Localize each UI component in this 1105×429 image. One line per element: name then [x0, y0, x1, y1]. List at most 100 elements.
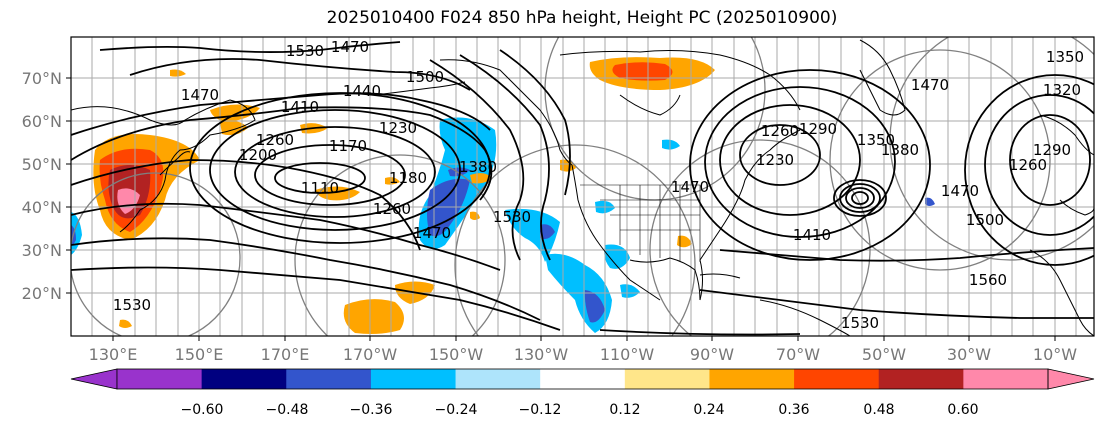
colorbar-tick-label: 0.60: [947, 402, 978, 418]
lon-tick-label: 170°W: [343, 345, 398, 364]
contour-label: 1380: [459, 158, 497, 176]
contour-label: 1530: [493, 208, 531, 226]
colorbar-tick-label: −0.12: [519, 402, 562, 418]
lon-tick-label: 150°W: [429, 345, 484, 364]
colorbar: −0.60 −0.48 −0.36 −0.24 −0.12 0.12 0.24 …: [70, 368, 1095, 418]
lat-tick-label: 70°N: [22, 69, 62, 88]
lat-tick-label: 50°N: [22, 155, 62, 174]
contour-label: 1180: [389, 169, 427, 187]
contour-label: 1500: [966, 211, 1004, 229]
shade-subtrop-blue-4: [604, 244, 630, 269]
lon-tick-label: 150°E: [175, 345, 224, 364]
shade-subtrop-blue-5: [620, 284, 640, 298]
contour-label: 1290: [799, 120, 837, 138]
political-borders: [580, 184, 701, 262]
contour-label: 1470: [671, 178, 709, 196]
contour-label: 1530: [113, 296, 151, 314]
lon-tick-label: 110°W: [600, 345, 655, 364]
lon-tick-label: 90°W: [690, 345, 734, 364]
contour-label: 1170: [329, 137, 367, 155]
coast-cuba: [699, 273, 741, 279]
colorbar-bin: [117, 369, 203, 389]
coast-aleutians: [374, 81, 466, 96]
contour-label: 1350: [857, 131, 895, 149]
colorbar-tick-label: −0.48: [266, 402, 309, 418]
colorbar-tick-label: 0.36: [778, 402, 809, 418]
colorbar-tick-label: −0.24: [435, 402, 478, 418]
coast-alaska: [439, 59, 573, 166]
lon-tick-label: 130°E: [89, 345, 138, 364]
coast-na-east: [699, 129, 801, 301]
shade-trop-orange: [343, 299, 404, 334]
contour-label: 1380: [881, 141, 919, 159]
lat-tick-label: 40°N: [22, 198, 62, 217]
contour-label: 1260: [761, 122, 799, 140]
contour-label: 1200: [239, 146, 277, 164]
contour-labels: 1470 1530 1500 1440 1470 1410 1230 1260 …: [113, 38, 1084, 332]
shade-asia-pink: [117, 188, 140, 214]
contour-label: 1350: [1046, 48, 1084, 66]
lat-tick-label: 60°N: [22, 112, 62, 131]
graticule: [71, 37, 1094, 336]
coast-gulf: [629, 257, 701, 301]
contour-label: 1290: [1033, 141, 1071, 159]
colorbar-ticks: −0.60 −0.48 −0.36 −0.24 −0.12 0.12 0.24 …: [181, 402, 979, 418]
lon-tick-label: 10°W: [1033, 345, 1077, 364]
colorbar-over-arrow: [1047, 368, 1095, 390]
contour-label: 1230: [756, 151, 794, 169]
coast-hudson: [619, 94, 681, 116]
coast-africa: [1029, 249, 1094, 336]
colorbar-frame: [116, 368, 1049, 390]
contour-label: 1560: [969, 271, 1007, 289]
coast-greenland: [859, 39, 906, 116]
shade-subtrop-darkblue: [584, 290, 605, 323]
shade-gulf-orange: [677, 235, 692, 248]
lat-tick-label: 30°N: [22, 241, 62, 260]
colorbar-bin: [286, 369, 372, 389]
contour-label: 1440: [343, 82, 381, 100]
shade-pac-orange-2: [385, 177, 400, 185]
contour-label: 1470: [941, 182, 979, 200]
colorbar-bin: [455, 369, 541, 389]
colorbar-bin: [201, 369, 287, 389]
colorbar-bin: [709, 369, 795, 389]
contour-label: 1470: [181, 86, 219, 104]
shade-subtrop-blue: [505, 208, 560, 262]
contour-label: 1410: [281, 98, 319, 116]
contour-label: 1260: [256, 131, 294, 149]
lat-axis: 70°N 60°N 50°N 40°N 30°N 20°N: [22, 69, 71, 303]
height-contours: [71, 41, 1094, 336]
lat-tick-label: 20°N: [22, 284, 62, 303]
contour-label: 1500: [406, 68, 444, 86]
contour-label: 1230: [379, 119, 417, 137]
contour-label: 1530: [841, 314, 879, 332]
colorbar-under-arrow: [70, 368, 118, 390]
shade-trop-orange-3: [119, 319, 132, 328]
contour-label: 1260: [1009, 156, 1047, 174]
colorbar-tick-label: 0.48: [863, 402, 894, 418]
map-title: 2025010400 F024 850 hPa height, Height P…: [326, 8, 838, 28]
contour-label: 1260: [373, 200, 411, 218]
coast-japan: [159, 151, 191, 176]
coast-na-west: [571, 164, 661, 301]
lon-tick-label: 130°W: [514, 345, 569, 364]
coast-sa: [759, 299, 851, 336]
lon-tick-label: 170°E: [261, 345, 310, 364]
map-frame: [70, 36, 1095, 337]
colorbar-bin: [878, 369, 964, 389]
shade-nepac-orange: [470, 173, 492, 184]
contour-label: 1470: [413, 224, 451, 242]
colorbar-bin: [370, 369, 457, 389]
lon-tick-label: 30°W: [947, 345, 991, 364]
contour-label: 1530: [286, 42, 324, 60]
lon-axis: 130°E 150°E 170°E 170°W 150°W 130°W 110°…: [89, 336, 1077, 364]
colorbar-tick-label: −0.60: [181, 402, 224, 418]
contour-label: 1320: [1043, 81, 1081, 99]
colorbar-bin: [540, 369, 626, 389]
lon-tick-label: 50°W: [862, 345, 906, 364]
shade-atl-blue: [925, 197, 935, 206]
contour-label: 1410: [793, 226, 831, 244]
colorbar-tick-label: 0.24: [693, 402, 724, 418]
colorbar-bin: [963, 369, 1049, 389]
